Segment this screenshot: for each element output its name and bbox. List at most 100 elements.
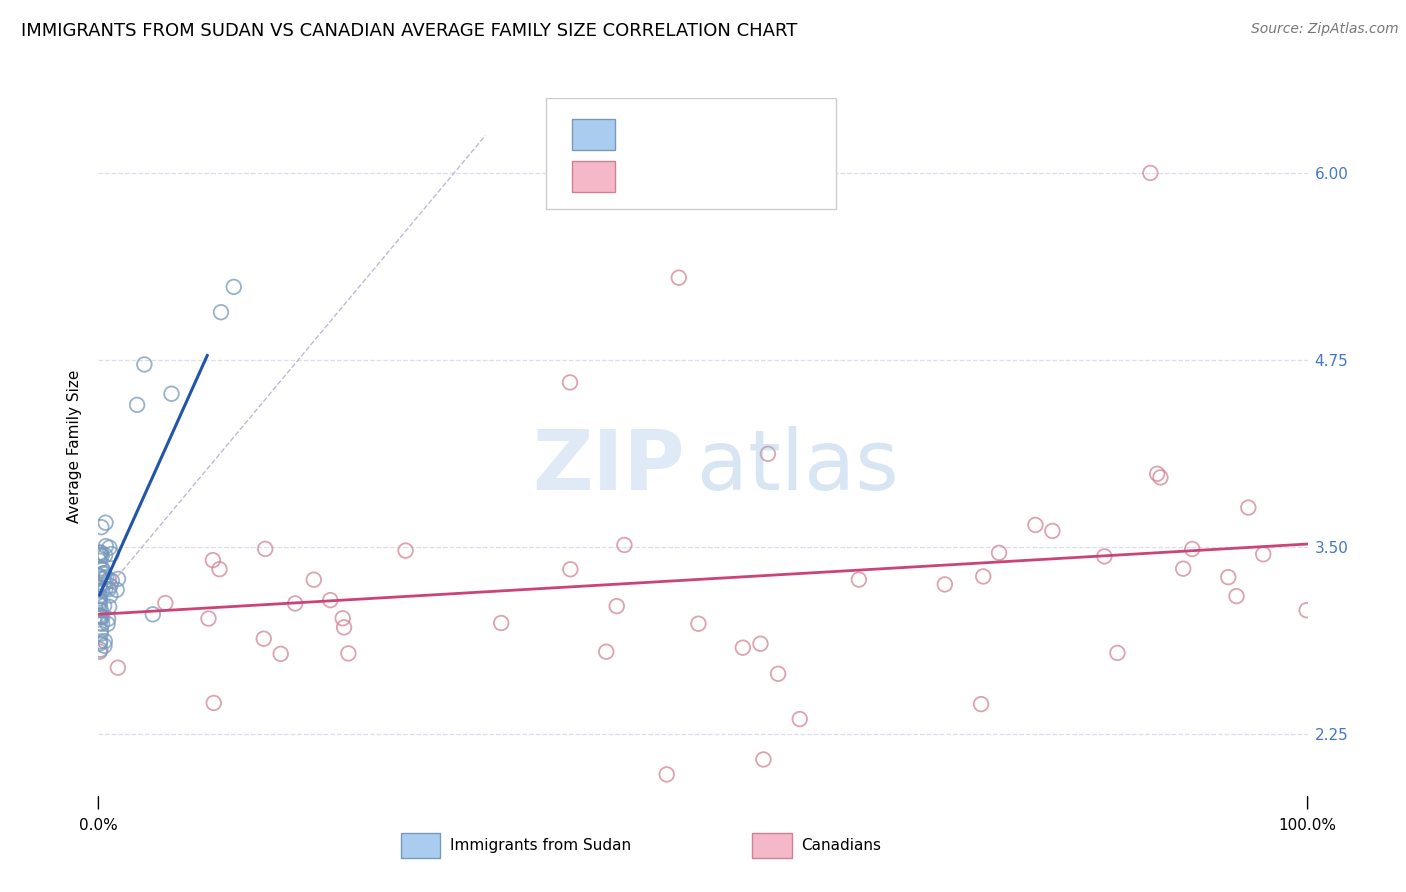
Point (756, 447, 779, 461)
Point (1107, 646, 1129, 660)
Point (1251, 547, 1274, 561)
Text: Canadians: Canadians (801, 838, 882, 853)
Point (284, 597, 307, 611)
Text: Immigrants from Sudan: Immigrants from Sudan (450, 838, 631, 853)
Point (89, 636, 111, 650)
Point (319, 593, 342, 607)
Point (848, 573, 870, 587)
Point (89, 594, 111, 608)
Text: atlas: atlas (697, 426, 898, 508)
Point (89, 578, 111, 592)
Point (394, 543, 416, 558)
Point (160, 386, 183, 401)
Point (94, 549, 117, 563)
Point (97, 612, 120, 626)
Point (655, 767, 678, 781)
Point (333, 620, 356, 634)
Point (1173, 562, 1195, 576)
Point (934, 577, 956, 591)
Point (1146, 467, 1168, 481)
Point (197, 611, 219, 625)
Point (93, 599, 115, 613)
Point (98, 589, 121, 603)
Point (209, 305, 232, 319)
Point (1295, 603, 1317, 617)
Point (1092, 549, 1115, 564)
Point (96, 570, 118, 584)
Point (93, 566, 115, 581)
Point (90, 561, 112, 575)
Point (90, 583, 112, 598)
Point (91, 563, 114, 577)
Point (489, 615, 512, 630)
Point (98, 579, 121, 593)
Point (94, 634, 117, 648)
Point (101, 574, 124, 588)
Point (89, 545, 111, 559)
Point (89, 597, 111, 611)
Point (89, 569, 111, 583)
FancyBboxPatch shape (572, 119, 614, 150)
Point (270, 647, 292, 661)
Point (89, 634, 111, 648)
Point (1218, 570, 1240, 584)
Point (93, 639, 115, 653)
Point (766, 666, 789, 681)
Text: ZIP: ZIP (533, 426, 685, 508)
Point (97, 617, 120, 632)
Point (89, 569, 111, 583)
Point (254, 541, 277, 556)
Point (97, 582, 120, 597)
Point (202, 696, 225, 710)
Point (89, 554, 111, 568)
Point (253, 632, 276, 646)
Point (749, 637, 772, 651)
Point (91, 566, 114, 581)
Point (142, 607, 165, 622)
Point (595, 645, 617, 659)
Point (90, 624, 112, 638)
Point (1237, 500, 1260, 515)
Point (89, 581, 111, 595)
Point (89, 642, 111, 657)
Point (1149, 470, 1171, 484)
Point (90, 603, 112, 617)
Point (91, 571, 114, 585)
FancyBboxPatch shape (546, 98, 837, 210)
Point (1042, 524, 1064, 538)
Point (155, 596, 177, 610)
Point (222, 280, 245, 294)
Point (1225, 589, 1247, 603)
Point (1181, 541, 1204, 556)
Point (731, 640, 754, 655)
Point (91, 610, 114, 624)
Point (107, 572, 129, 586)
Point (606, 599, 628, 613)
Point (89, 591, 111, 606)
Y-axis label: Average Family Size: Average Family Size (67, 369, 83, 523)
Point (332, 611, 354, 625)
Point (127, 398, 149, 412)
Point (94, 539, 117, 553)
Point (134, 358, 156, 372)
Point (688, 616, 710, 631)
Point (89, 603, 111, 617)
Point (208, 562, 231, 576)
Point (90, 520, 112, 534)
Point (988, 546, 1011, 560)
Point (90, 627, 112, 641)
Point (302, 573, 325, 587)
Text: 0.0%: 0.0% (79, 818, 118, 832)
Point (94, 582, 117, 596)
Text: R =  0.181  N = 53: R = 0.181 N = 53 (630, 168, 800, 186)
Point (91, 616, 114, 631)
Point (752, 752, 775, 766)
Point (98, 573, 121, 587)
Point (100, 547, 122, 561)
Point (668, 270, 690, 285)
Point (90, 609, 112, 624)
FancyBboxPatch shape (572, 161, 614, 192)
Point (89, 608, 111, 623)
Point (90, 549, 112, 563)
Text: 100.0%: 100.0% (1278, 818, 1337, 832)
